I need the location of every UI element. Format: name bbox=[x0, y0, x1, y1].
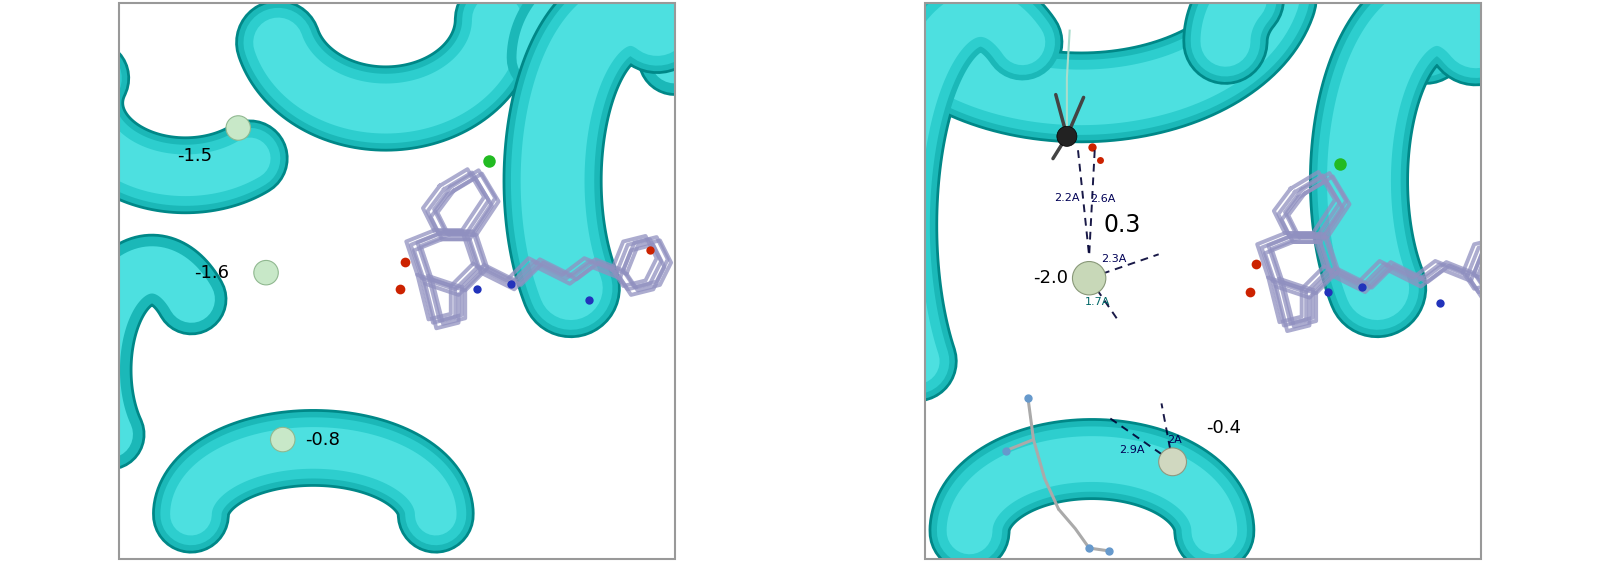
Text: 1.7A: 1.7A bbox=[1085, 297, 1110, 307]
Circle shape bbox=[1158, 448, 1187, 475]
Text: 2.6A: 2.6A bbox=[1090, 194, 1115, 203]
Circle shape bbox=[226, 116, 251, 140]
Text: 2.3A: 2.3A bbox=[1101, 254, 1126, 264]
Circle shape bbox=[254, 260, 278, 285]
Text: 2.2A: 2.2A bbox=[1054, 193, 1080, 202]
Text: -2.0: -2.0 bbox=[1034, 269, 1069, 287]
Text: 2A: 2A bbox=[1166, 434, 1182, 445]
Text: -0.4: -0.4 bbox=[1206, 419, 1242, 437]
Text: -1.6: -1.6 bbox=[194, 264, 229, 282]
Text: -1.5: -1.5 bbox=[178, 147, 213, 165]
Text: -0.8: -0.8 bbox=[306, 430, 339, 448]
Circle shape bbox=[1072, 261, 1106, 295]
Circle shape bbox=[1058, 126, 1077, 146]
Circle shape bbox=[270, 427, 294, 452]
Text: 0.3: 0.3 bbox=[1104, 214, 1141, 237]
Text: 2.9A: 2.9A bbox=[1120, 445, 1144, 455]
